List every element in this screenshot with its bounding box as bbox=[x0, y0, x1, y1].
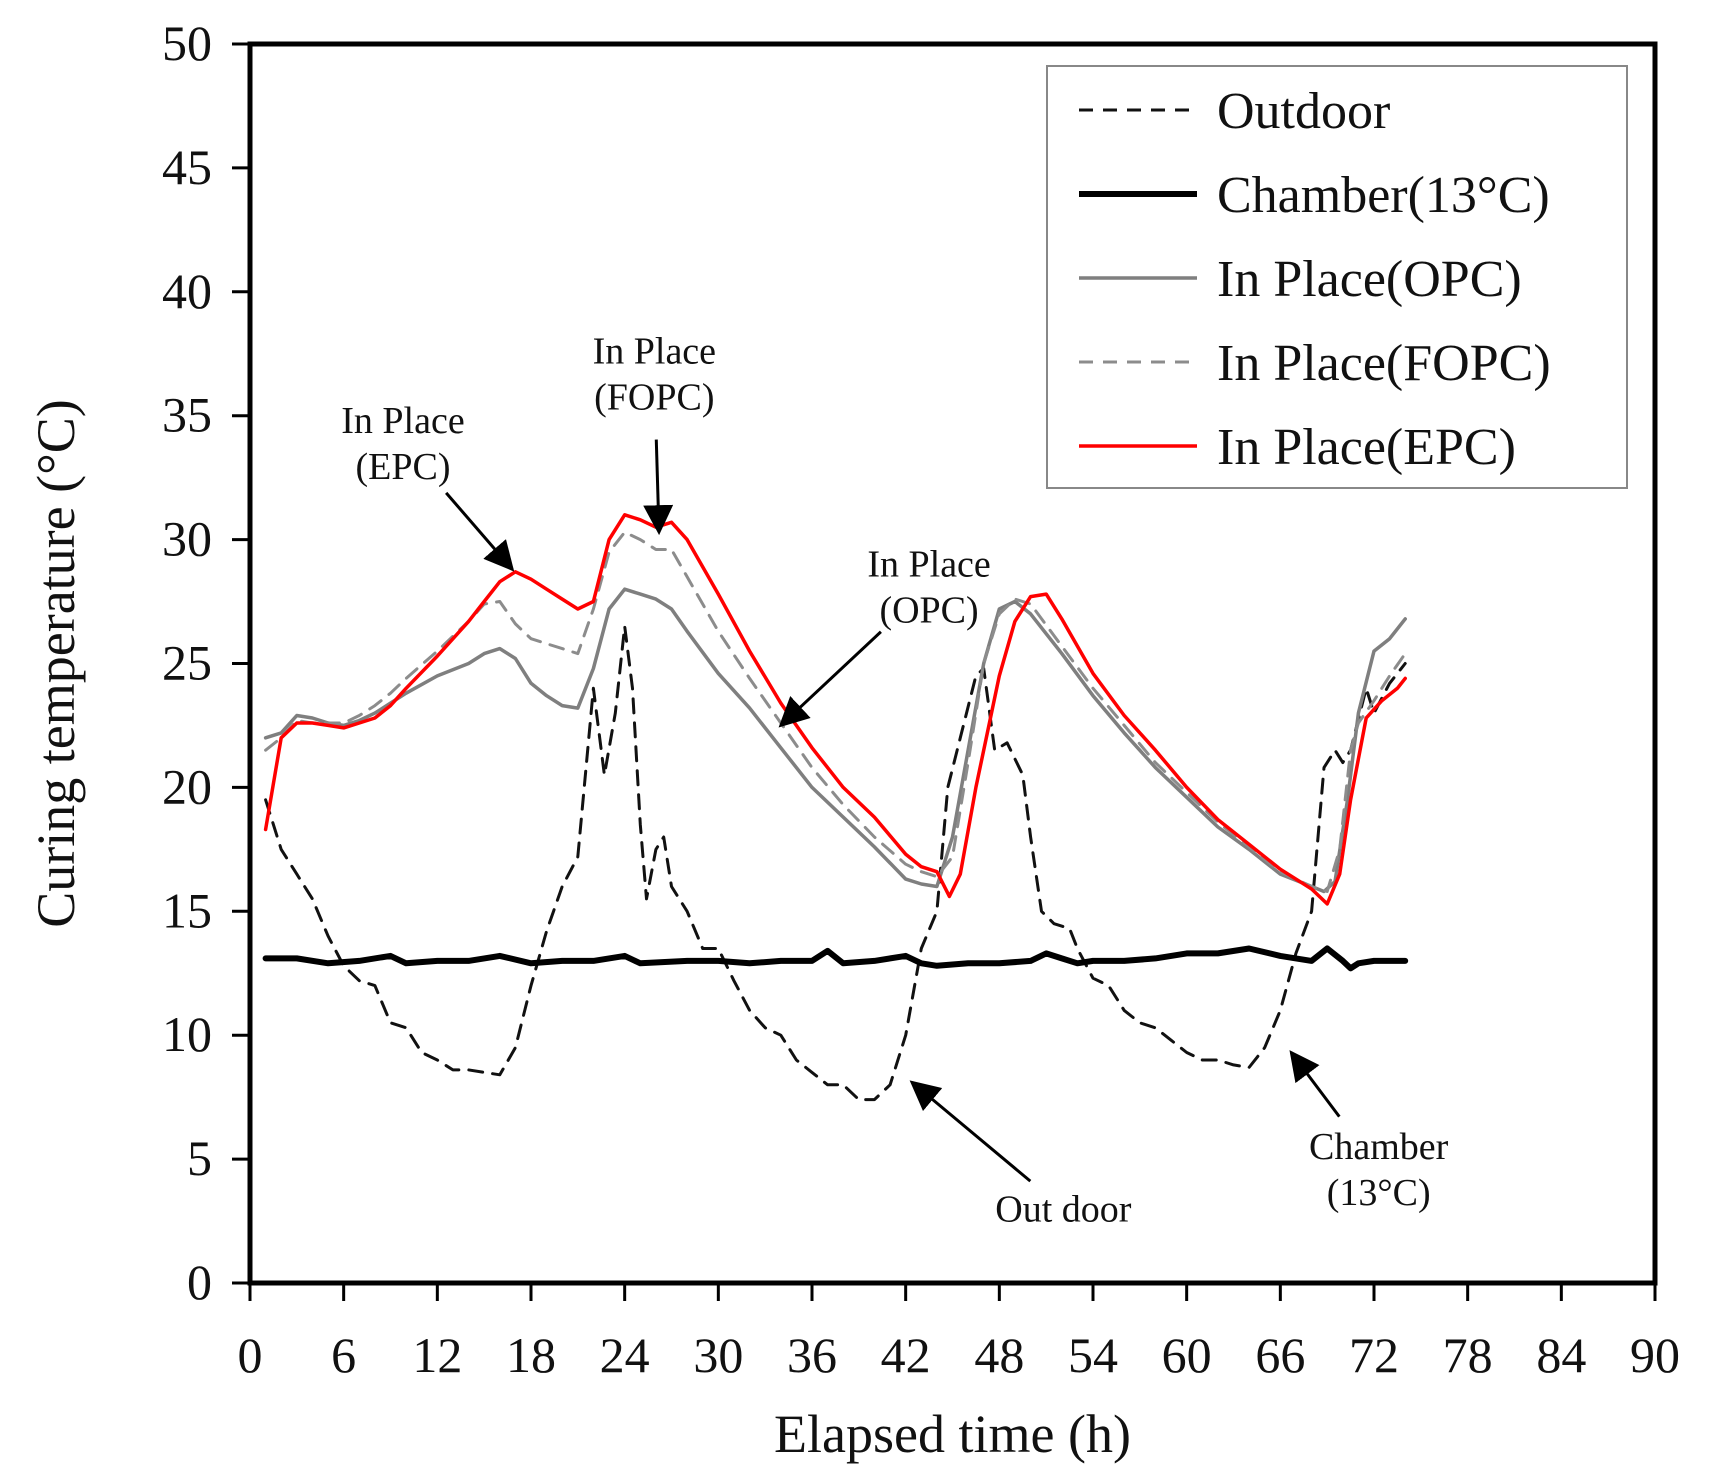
y-tick-label: 30 bbox=[162, 511, 212, 567]
annotation-arrow bbox=[778, 630, 882, 728]
annotation-text: (EPC) bbox=[355, 446, 450, 488]
y-tick-label: 0 bbox=[187, 1254, 212, 1310]
annotation-text: (FOPC) bbox=[594, 377, 714, 419]
legend-label: In Place(EPC) bbox=[1217, 419, 1516, 476]
y-tick-label: 40 bbox=[162, 263, 212, 319]
x-tick-label: 48 bbox=[974, 1327, 1024, 1383]
x-tick-label: 84 bbox=[1536, 1327, 1586, 1383]
y-tick-label: 5 bbox=[187, 1130, 212, 1186]
y-tick-label: 50 bbox=[162, 15, 212, 71]
y-tick-label: 15 bbox=[162, 882, 212, 938]
legend-label: In Place(OPC) bbox=[1217, 251, 1522, 308]
y-tick-label: 20 bbox=[162, 758, 212, 814]
annotation-layer: In Place(EPC)In Place(FOPC)In Place(OPC)… bbox=[341, 331, 1448, 1231]
axes-layer: 0 5 10 15 20 25 30 35 40 45 50 0 6 12 18 24 30 36 42 48 54 60… bbox=[26, 15, 1680, 1464]
legend-label: Outdoor bbox=[1217, 83, 1390, 140]
series-line-in-place-opc bbox=[263, 587, 1407, 894]
x-tick-label: 54 bbox=[1068, 1327, 1118, 1383]
series-line-in-place-epc bbox=[263, 513, 1407, 906]
legend: Outdoor Chamber(13°C) In Place(OPC) In Plac… bbox=[1046, 65, 1628, 489]
x-tick-label: 12 bbox=[412, 1327, 462, 1383]
y-tick-label: 35 bbox=[162, 387, 212, 443]
x-tick-label: 30 bbox=[693, 1327, 743, 1383]
annotation-arrow bbox=[909, 1080, 1032, 1183]
x-tick-label: 42 bbox=[881, 1327, 931, 1383]
annotation-arrow bbox=[445, 491, 515, 572]
legend-label: Chamber(13°C) bbox=[1217, 167, 1550, 224]
x-tick-label: 18 bbox=[506, 1327, 556, 1383]
x-tick-label: 36 bbox=[787, 1327, 837, 1383]
x-tick-label: 66 bbox=[1255, 1327, 1305, 1383]
annotation-text: Chamber bbox=[1309, 1126, 1449, 1168]
annotation-text: (OPC) bbox=[879, 590, 978, 632]
x-tick-label: 24 bbox=[600, 1327, 650, 1383]
x-tick-label: 78 bbox=[1443, 1327, 1493, 1383]
y-tick-label: 45 bbox=[162, 139, 212, 195]
series-line-chamber-13-c bbox=[262, 945, 1409, 972]
x-tick-label: 60 bbox=[1162, 1327, 1212, 1383]
x-tick-label: 90 bbox=[1630, 1327, 1680, 1383]
annotation-text: In Place bbox=[593, 331, 716, 373]
y-tick-label: 10 bbox=[162, 1006, 212, 1062]
legend-label: In Place(FOPC) bbox=[1217, 335, 1551, 392]
series-line-outdoor bbox=[264, 624, 1407, 1102]
annotation-arrow bbox=[643, 439, 674, 536]
annotation-text: In Place bbox=[867, 544, 990, 586]
y-axis-title: Curing temperature (°C) bbox=[26, 399, 86, 927]
x-tick-label: 6 bbox=[331, 1327, 356, 1383]
plot-layer bbox=[262, 513, 1409, 1102]
annotation-text: Out door bbox=[995, 1189, 1132, 1231]
y-tick-label: 25 bbox=[162, 635, 212, 691]
annotation-text: (13°C) bbox=[1327, 1172, 1431, 1214]
annotation-text: In Place bbox=[341, 400, 464, 442]
x-tick-label: 0 bbox=[238, 1327, 263, 1383]
annotation-arrow bbox=[1289, 1050, 1341, 1118]
x-axis-title: Elapsed time (h) bbox=[774, 1404, 1131, 1464]
x-tick-label: 72 bbox=[1349, 1327, 1399, 1383]
